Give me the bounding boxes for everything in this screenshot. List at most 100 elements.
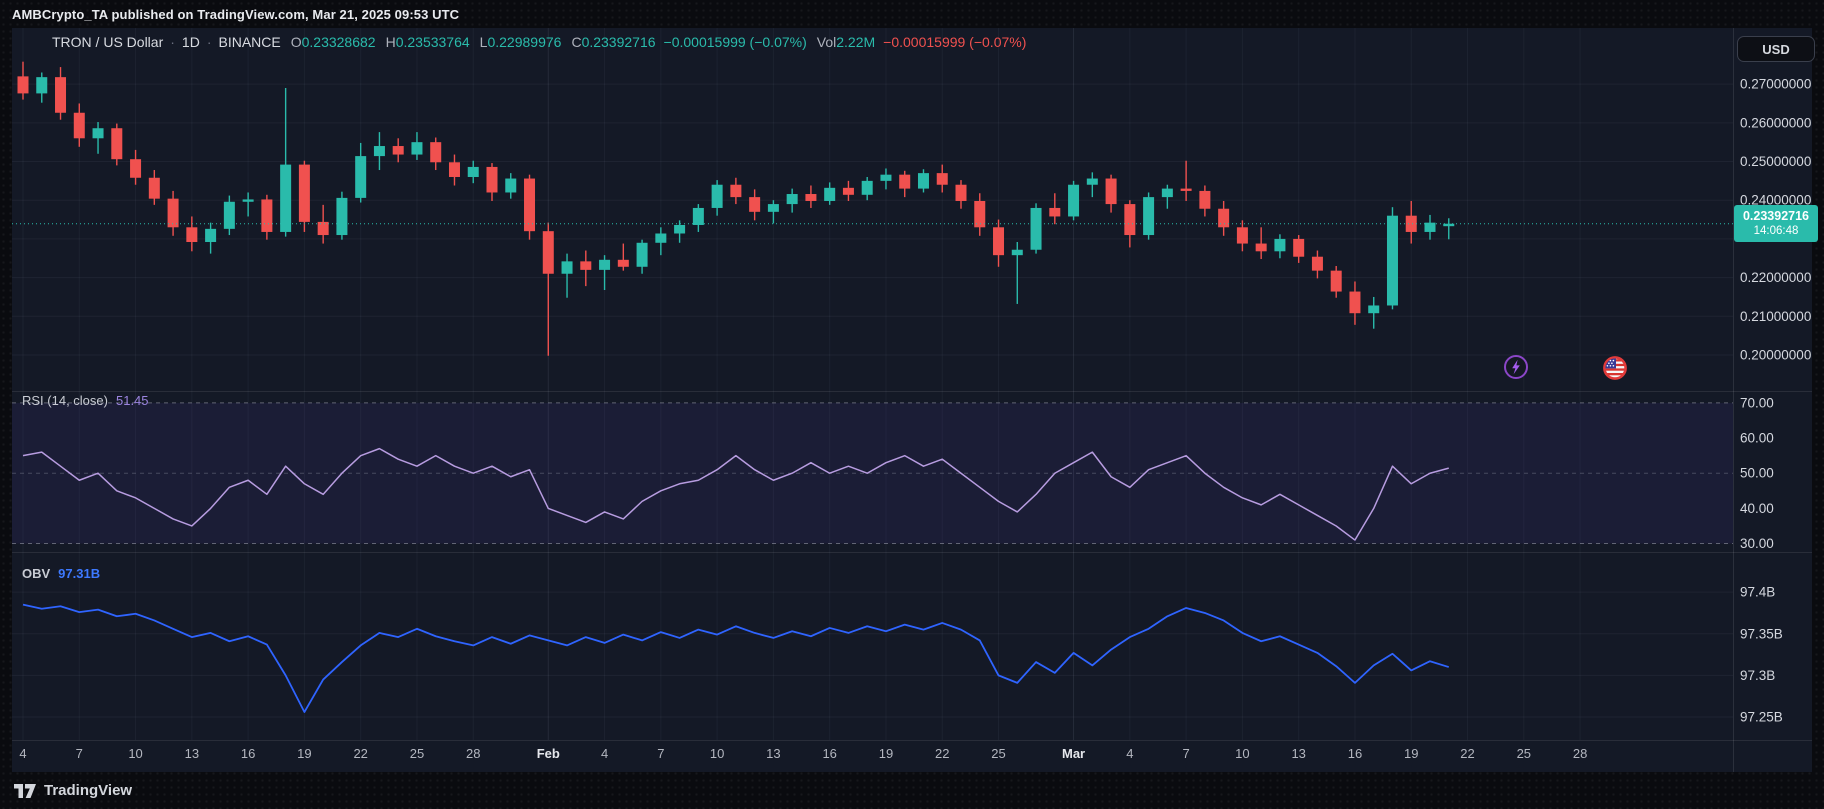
time-axis-label: 22: [353, 746, 367, 761]
time-axis-label: 25: [991, 746, 1005, 761]
chart-background: [12, 28, 1812, 772]
candle-body: [561, 261, 573, 274]
time-axis-label: 10: [128, 746, 142, 761]
published-bar: AMBCrypto_TA published on TradingView.co…: [12, 0, 459, 28]
lightning-event-icon: [1504, 355, 1528, 379]
obv-axis-label: 97.4B: [1740, 585, 1775, 600]
candle-body: [692, 207, 704, 225]
time-axis-label: 16: [1348, 746, 1362, 761]
candle-body: [317, 221, 329, 236]
bar-countdown: 14:06:48: [1753, 225, 1799, 238]
rsi-title: RSI (14, close): [22, 393, 108, 408]
candle-body: [1349, 291, 1361, 314]
candle-body: [92, 128, 104, 139]
price-axis-label: 0.24000000: [1740, 193, 1811, 208]
obv-axis-label: 97.25B: [1740, 710, 1783, 725]
candle-body: [448, 162, 460, 177]
candle-body: [1368, 305, 1380, 314]
candle-body: [880, 174, 892, 181]
candle-body: [842, 187, 854, 195]
candle-body: [636, 242, 648, 267]
time-axis-label: 4: [601, 746, 608, 761]
time-axis-label: 7: [76, 746, 83, 761]
candle-body: [1068, 184, 1080, 217]
high-value: H0.23533764: [385, 34, 470, 50]
us-flag-event-marker[interactable]: [1602, 355, 1628, 381]
published-text: AMBCrypto_TA published on TradingView.co…: [12, 6, 460, 22]
rsi-axis-label: 60.00: [1740, 431, 1774, 446]
rsi-legend[interactable]: RSI (14, close) 51.45: [22, 393, 149, 408]
last-price-value: 0.23392716: [1742, 208, 1810, 223]
rsi-value: 51.45: [115, 393, 149, 408]
time-axis-label: 13: [1291, 746, 1305, 761]
last-price-label: 0.23392716 14:06:48: [1734, 205, 1818, 242]
lightning-event-marker[interactable]: [1503, 354, 1529, 380]
time-axis[interactable]: [12, 740, 1733, 772]
symbol-header: TRON / US Dollar · 1D · BINANCE O0.23328…: [52, 32, 1026, 52]
candle-body: [974, 200, 986, 228]
rsi-axis-label: 70.00: [1740, 395, 1774, 410]
candle-body: [786, 194, 798, 205]
candle-body: [55, 77, 67, 113]
time-axis-label: 19: [1404, 746, 1418, 761]
candle-body: [1199, 190, 1211, 209]
candle-body: [336, 197, 348, 236]
time-axis-label: 4: [19, 746, 26, 761]
candle-body: [730, 184, 742, 198]
candle-body: [1049, 207, 1061, 217]
candle-body: [1086, 178, 1098, 185]
candle-body: [936, 173, 948, 185]
candle-body: [111, 128, 123, 160]
candle-body: [542, 231, 554, 274]
candle-body: [505, 178, 517, 193]
time-axis-label: 10: [710, 746, 724, 761]
candle-body: [373, 146, 385, 157]
price-axis[interactable]: [1733, 28, 1812, 740]
rsi-axis-label: 30.00: [1740, 536, 1774, 551]
obv-axis-label: 97.35B: [1740, 626, 1783, 641]
candle-body: [1405, 215, 1417, 232]
price-axis-label: 0.20000000: [1740, 348, 1811, 363]
separator: ·: [170, 34, 175, 50]
currency-usd-button[interactable]: USD: [1737, 36, 1815, 62]
time-axis-label: 28: [1573, 746, 1587, 761]
candle-body: [955, 184, 967, 201]
candle-body: [1386, 215, 1398, 306]
candle-body: [617, 259, 629, 267]
candle-body: [261, 199, 273, 232]
candle-body: [1443, 223, 1455, 227]
footer-bar: TradingView: [0, 772, 1824, 809]
tradingview-brand[interactable]: TradingView: [44, 782, 133, 799]
price-axis-label: 0.22000000: [1740, 270, 1811, 285]
candle-body: [805, 194, 817, 201]
candle-body: [1424, 222, 1436, 232]
price-axis-label: 0.26000000: [1740, 115, 1811, 130]
candle-body: [186, 227, 198, 243]
candle-body: [411, 142, 423, 155]
obv-legend[interactable]: OBV 97.31B: [22, 566, 100, 581]
obv-value: 97.31B: [58, 566, 101, 581]
candle-body: [1311, 256, 1323, 271]
rsi-band: [12, 402, 1733, 544]
volume-change: −0.00015999 (−0.07%): [883, 34, 1027, 50]
price-axis-label: 0.27000000: [1740, 77, 1811, 92]
candle-body: [148, 177, 160, 199]
symbol-title[interactable]: TRON / US Dollar: [52, 34, 164, 50]
obv-title: OBV: [22, 566, 51, 581]
candle-body: [655, 233, 667, 243]
time-axis-label: 19: [297, 746, 311, 761]
candle-body: [355, 156, 367, 198]
close-value: C0.23392716: [571, 34, 656, 50]
candle-body: [861, 180, 873, 195]
candle-body: [1124, 204, 1136, 236]
candle-body: [73, 112, 85, 139]
obv-axis-label: 97.3B: [1740, 668, 1775, 683]
candle-body: [223, 201, 235, 229]
candle-body: [17, 76, 29, 94]
candle-body: [298, 164, 310, 222]
candle-body: [599, 259, 611, 270]
time-axis-label: 16: [241, 746, 255, 761]
candle-body: [280, 164, 292, 232]
rsi-axis-label: 50.00: [1740, 466, 1774, 481]
